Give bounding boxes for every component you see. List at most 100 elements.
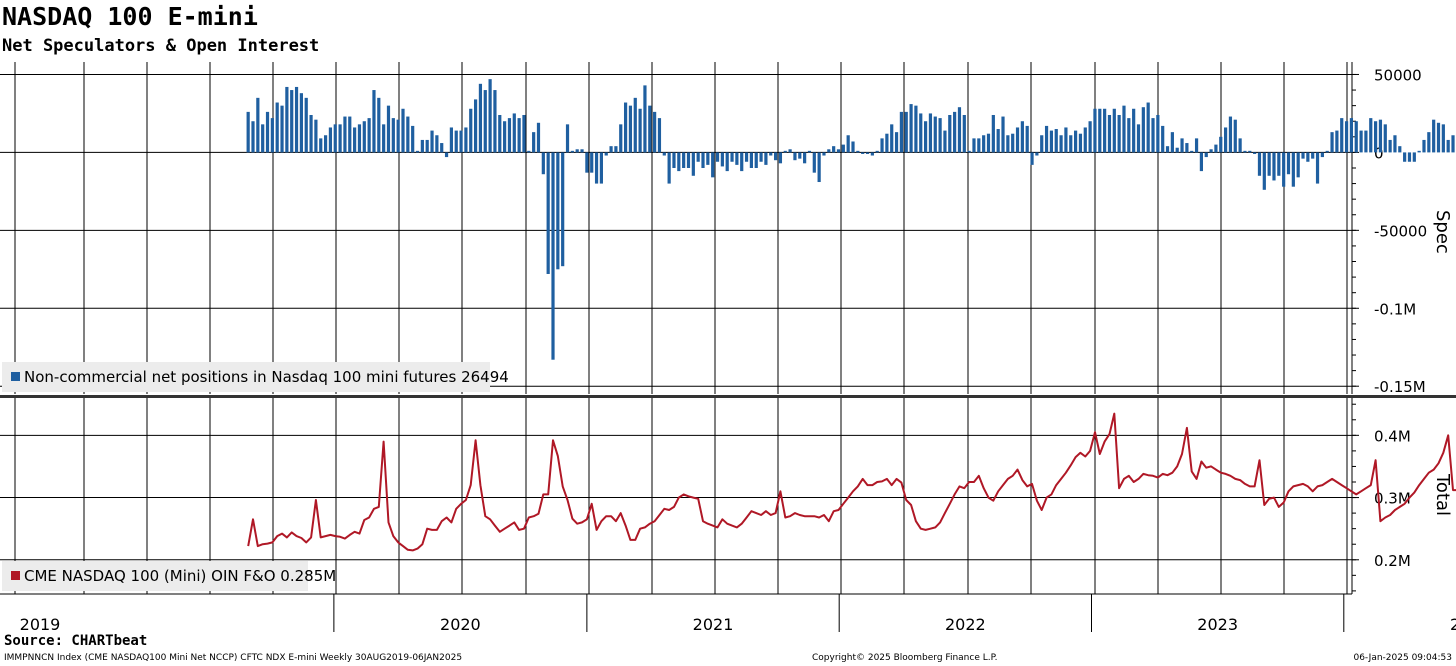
- spec-bar: [807, 150, 812, 153]
- spec-bar: [1088, 121, 1092, 153]
- xtick-year-label: 2019: [20, 615, 61, 634]
- spec-bar: [367, 118, 371, 153]
- spec-bar: [1436, 122, 1441, 153]
- spec-bar: [682, 152, 686, 168]
- spec-bar: [638, 108, 642, 153]
- spec-bar: [411, 125, 415, 153]
- spec-bar: [1422, 139, 1426, 153]
- timestamp: 06-Jan-2025 09:04:53: [1353, 653, 1452, 663]
- spec-bar: [386, 105, 391, 153]
- chart-subtitle: Net Speculators & Open Interest: [2, 36, 320, 56]
- spec-bar: [662, 152, 666, 156]
- spec-bar: [1383, 124, 1387, 153]
- spec-bar: [265, 111, 270, 153]
- spec-bar: [1180, 138, 1184, 153]
- bottom-legend-label: CME NASDAQ 100 (Mini) OIN F&O 0.285M: [24, 567, 336, 585]
- source-label: Source: CHARTbeat: [4, 633, 148, 649]
- spec-bar: [1141, 107, 1145, 153]
- bottom-ytick-label: 0.3M: [1374, 490, 1411, 508]
- spec-bar: [270, 118, 274, 153]
- spec-bar: [1098, 108, 1102, 153]
- spec-bar: [541, 152, 545, 175]
- spec-bar: [449, 127, 453, 153]
- spec-bar: [643, 85, 647, 153]
- spec-bar: [522, 114, 526, 153]
- spec-bar: [1054, 129, 1058, 153]
- xtick-year-label: 2023: [1197, 615, 1238, 634]
- spec-bar: [1344, 121, 1349, 153]
- spec-bar: [1136, 124, 1141, 153]
- spec-bar: [948, 114, 952, 153]
- top-ytick-label: 0: [1374, 144, 1384, 162]
- spec-bar: [841, 144, 845, 153]
- spec-bar: [536, 122, 541, 153]
- spec-bar: [1267, 152, 1271, 176]
- spec-bar: [827, 149, 831, 153]
- xtick-year-label: 2021: [693, 615, 734, 634]
- spec-bar: [1407, 152, 1412, 162]
- spec-bar: [1083, 127, 1087, 153]
- spec-bar: [517, 118, 521, 153]
- spec-bar: [565, 124, 570, 153]
- spec-bar: [512, 113, 516, 153]
- spec-bar: [599, 152, 603, 184]
- spec-bar: [1306, 152, 1310, 162]
- spec-bar: [454, 130, 458, 153]
- spec-bar: [1219, 136, 1223, 153]
- spec-bar: [1248, 150, 1252, 153]
- spec-bar: [314, 119, 318, 153]
- spec-bar: [362, 121, 366, 153]
- spec-bar: [1093, 108, 1097, 153]
- spec-bar: [1340, 118, 1344, 153]
- spec-bar: [803, 152, 807, 164]
- spec-bar: [715, 152, 720, 162]
- spec-bar: [1359, 130, 1363, 153]
- spec-bar: [430, 130, 434, 153]
- spec-bar: [594, 152, 599, 184]
- spec-bar: [1040, 135, 1044, 153]
- spec-bar: [875, 150, 879, 153]
- spec-bar: [1315, 152, 1320, 184]
- spec-bar: [401, 108, 405, 153]
- spec-bar: [1354, 121, 1358, 153]
- spec-bar: [1277, 152, 1281, 176]
- spec-bar: [1253, 152, 1257, 154]
- spec-bar: [1127, 118, 1131, 153]
- spec-bar: [435, 135, 439, 153]
- bottom-ylabel: Total: [1432, 473, 1453, 516]
- spec-bar: [353, 127, 357, 153]
- spec-bar: [1238, 138, 1242, 153]
- spec-bar: [420, 139, 424, 153]
- spec-bar: [996, 129, 1000, 153]
- spec-bar: [938, 118, 942, 153]
- spec-bar: [1064, 127, 1068, 153]
- spec-bar: [1291, 152, 1295, 187]
- spec-bar: [1011, 133, 1015, 153]
- spec-bar: [1335, 130, 1339, 153]
- spec-bar: [1320, 152, 1324, 158]
- spec-bar: [570, 150, 574, 153]
- spec-bar: [357, 124, 362, 153]
- spec-bar: [991, 114, 995, 153]
- spec-bar: [1112, 108, 1116, 153]
- spec-bar: [619, 124, 623, 153]
- spec-bar: [323, 135, 328, 153]
- spec-bar: [749, 152, 753, 168]
- spec-bar: [1374, 121, 1378, 153]
- spec-bar: [425, 139, 429, 153]
- spec-bar: [1170, 132, 1174, 153]
- spec-bar: [1393, 135, 1397, 153]
- top-ylabel: Spec: [1432, 210, 1453, 254]
- spec-bar: [701, 152, 705, 168]
- bottom-legend-swatch: [11, 571, 20, 580]
- spec-bar: [285, 86, 289, 153]
- spec-bar: [444, 152, 449, 158]
- spec-bar: [1044, 125, 1049, 153]
- spec-bar: [861, 152, 865, 154]
- spec-bar: [851, 141, 855, 153]
- spec-bar: [527, 150, 531, 153]
- spec-bar: [1282, 152, 1286, 187]
- spec-bar: [1020, 121, 1024, 153]
- spec-bar: [377, 97, 381, 153]
